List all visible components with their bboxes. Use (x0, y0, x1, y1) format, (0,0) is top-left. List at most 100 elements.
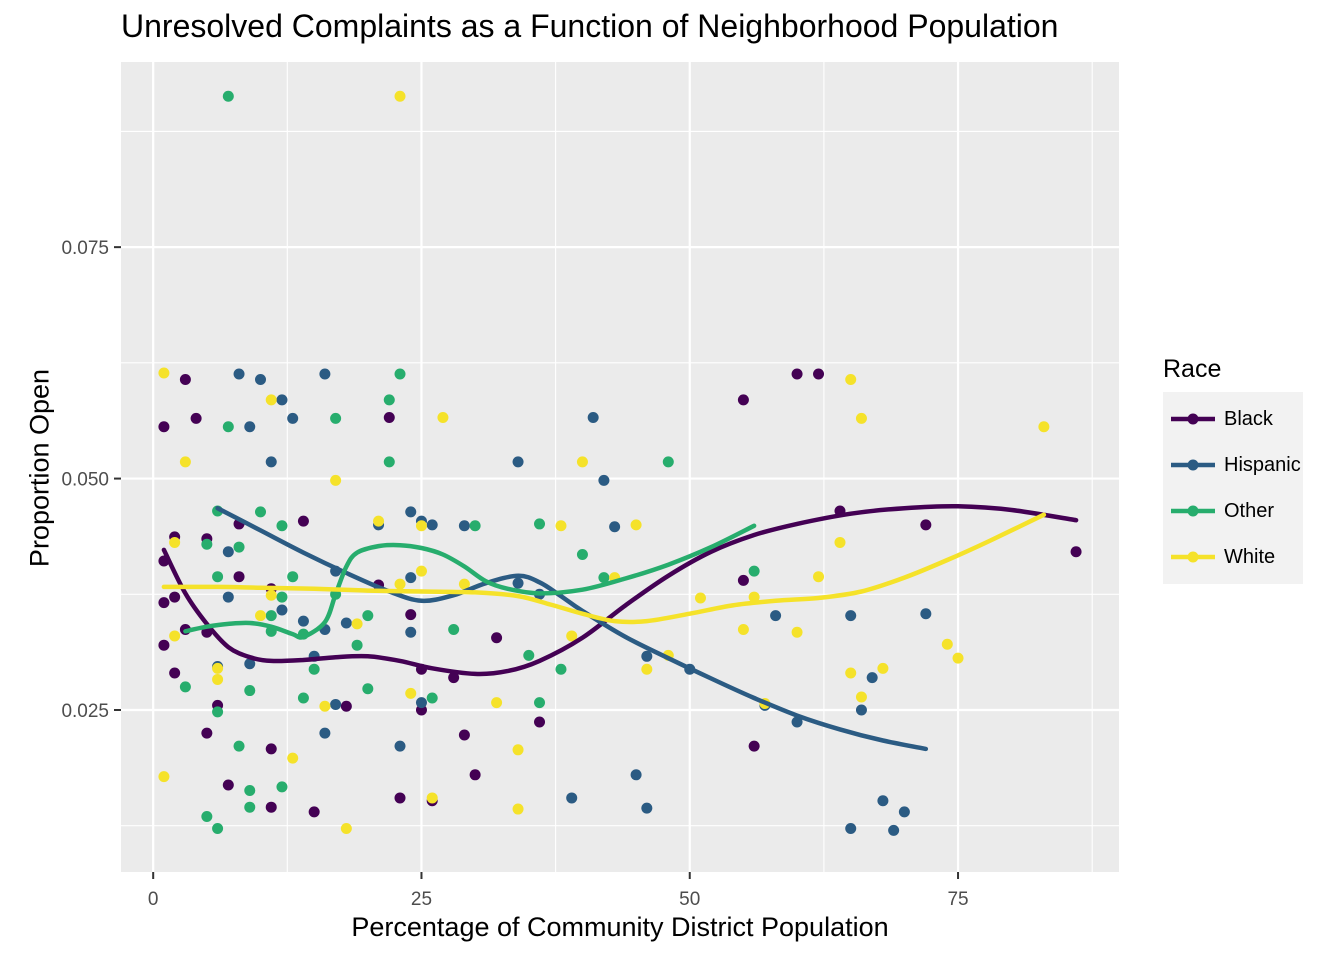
data-point-other (212, 571, 224, 583)
data-point-hispanic (877, 795, 889, 807)
data-point-other (276, 781, 288, 793)
data-point-other (308, 663, 320, 675)
data-point-hispanic (405, 626, 417, 638)
data-point-hispanic (222, 591, 234, 603)
legend-point (1187, 413, 1199, 425)
data-point-white (458, 578, 470, 590)
data-point-hispanic (898, 806, 910, 818)
data-point-hispanic (319, 727, 331, 739)
y-axis-label: Proportion Open (24, 368, 55, 568)
data-point-hispanic (609, 521, 621, 533)
data-point-black (534, 716, 546, 728)
data-point-other (394, 368, 406, 380)
data-point-black (791, 368, 803, 380)
data-point-white (212, 673, 224, 685)
legend-keys: Black Hispanic Other White (1163, 392, 1303, 584)
x-tick-label: 50 (679, 889, 700, 910)
data-point-black (394, 792, 406, 804)
data-point-white (845, 374, 857, 386)
data-point-other (244, 801, 256, 813)
data-point-other (351, 639, 363, 651)
data-point-other (244, 785, 256, 797)
data-point-other (534, 697, 546, 709)
data-point-black (737, 574, 749, 586)
legend-label: White (1224, 545, 1276, 568)
legend-swatch (1171, 505, 1215, 517)
data-point-black (297, 515, 309, 527)
data-point-black (158, 639, 170, 651)
legend-point (1187, 459, 1199, 471)
data-point-black (469, 769, 481, 781)
data-point-other (748, 565, 760, 577)
data-point-other (534, 518, 546, 530)
data-point-white (158, 367, 170, 379)
data-point-black (190, 412, 202, 424)
data-point-other (222, 421, 234, 433)
data-point-hispanic (641, 650, 653, 662)
legend-label: Black (1224, 407, 1273, 430)
legend-key-white: White (1163, 534, 1303, 580)
data-point-white (791, 626, 803, 638)
data-point-white (834, 536, 846, 548)
data-point-hispanic (770, 610, 782, 622)
data-point-other (201, 538, 213, 550)
data-point-other (362, 683, 374, 695)
data-point-hispanic (319, 368, 331, 380)
data-point-hispanic (255, 374, 267, 386)
data-point-white (394, 90, 406, 102)
data-point-other (426, 692, 438, 704)
data-point-hispanic (641, 802, 653, 814)
x-tick-label: 25 (411, 889, 432, 910)
data-point-black (201, 727, 213, 739)
data-point-black (920, 519, 932, 531)
trend-line-white (161, 512, 1047, 625)
data-point-white (641, 663, 653, 675)
data-point-other (330, 412, 342, 424)
data-point-other (576, 548, 588, 560)
data-point-other (362, 610, 374, 622)
data-point-other (212, 706, 224, 718)
data-point-white (351, 618, 363, 630)
data-point-other (276, 520, 288, 532)
data-point-white (319, 700, 331, 712)
data-point-hispanic (330, 698, 342, 710)
data-point-hispanic (866, 672, 878, 684)
data-point-white (405, 687, 417, 699)
data-point-white (265, 589, 277, 601)
data-point-other (598, 572, 610, 584)
data-point-hispanic (244, 658, 256, 670)
data-point-white (158, 771, 170, 783)
legend-label: Other (1224, 499, 1275, 522)
major-gridlines (121, 62, 1119, 872)
data-point-white (373, 515, 385, 527)
data-point-white (287, 752, 299, 764)
data-point-white (265, 394, 277, 406)
data-point-hispanic (512, 456, 524, 468)
data-point-black (179, 374, 191, 386)
data-point-other (662, 456, 674, 468)
y-tick-label: 0.025 (61, 701, 109, 722)
data-point-hispanic (598, 474, 610, 486)
data-point-hispanic (458, 520, 470, 532)
data-point-other (523, 649, 535, 661)
data-point-white (845, 667, 857, 679)
data-point-hispanic (340, 617, 352, 629)
data-point-white (855, 412, 867, 424)
trend-lines (161, 503, 1079, 752)
data-point-white (394, 578, 406, 590)
data-point-white (941, 638, 953, 650)
data-point-white (491, 697, 503, 709)
trend-line-black (161, 503, 1079, 677)
x-tick-label: 75 (947, 889, 968, 910)
data-point-white (255, 610, 267, 622)
data-point-hispanic (222, 546, 234, 558)
x-tick-label: 0 (148, 889, 159, 910)
data-point-black (813, 368, 825, 380)
data-point-black (448, 672, 460, 684)
data-point-other (383, 456, 395, 468)
data-point-black (491, 632, 503, 644)
data-point-other (244, 685, 256, 697)
data-point-other (233, 541, 245, 553)
data-point-white (426, 792, 438, 804)
data-point-other (383, 394, 395, 406)
